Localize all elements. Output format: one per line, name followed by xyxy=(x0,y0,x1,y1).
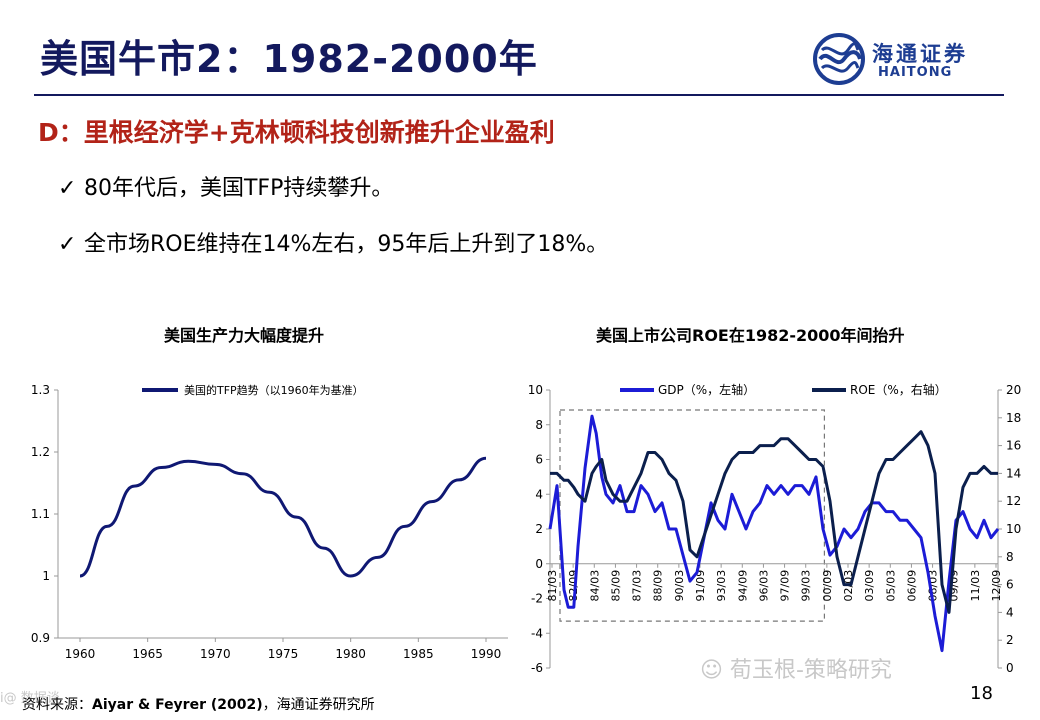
x-tick-label: 06/09 xyxy=(905,570,918,602)
chart-legend: GDP（%，左轴） ROE（%，右轴） xyxy=(620,382,947,397)
y-left-tick-label: 2 xyxy=(535,522,543,536)
y-left-tick-label: -2 xyxy=(531,592,543,606)
x-tick-label: 11/03 xyxy=(969,570,982,602)
x-tick-label: 85/09 xyxy=(609,570,622,602)
y-tick-label: 1.3 xyxy=(31,383,50,397)
x-tick-label: 1985 xyxy=(403,647,434,661)
y-tick-label: 1 xyxy=(42,569,50,583)
series-line-roe xyxy=(550,430,998,614)
legend-label-tfp: 美国的TFP趋势（以1960年为基准） xyxy=(184,383,364,397)
bullet-item: ✓ 全市场ROE维持在14%左右，95年后上升到了18%。 xyxy=(58,226,608,258)
source-citation: Aiyar & Feyrer (2002) xyxy=(92,697,263,713)
x-tick-label: 1960 xyxy=(65,647,96,661)
x-tick-label: 88/09 xyxy=(652,570,665,602)
x-tick-label: 12/09 xyxy=(990,570,1003,602)
logo-text-cn: 海通证券 xyxy=(872,42,968,66)
x-tick-label: 99/03 xyxy=(800,570,813,602)
tfp-chart: 0.9 1 1.1 1.2 1.3 1960 1965 1970 1975 1980 1985 199… xyxy=(31,383,508,661)
x-tick-label: 81/03 xyxy=(546,570,559,602)
page-number: 18 xyxy=(970,683,993,704)
y-right-tick-label: 18 xyxy=(1006,411,1021,425)
x-tick-label: 1965 xyxy=(132,647,163,661)
chart-title-tfp: 美国生产力大幅度提升 xyxy=(164,326,325,345)
y-right-tick-label: 12 xyxy=(1006,494,1021,508)
y-tick-label: 0.9 xyxy=(31,631,50,645)
watermark-left: i@ 数据谈 xyxy=(0,691,60,706)
legend-label-roe: ROE（%，右轴） xyxy=(850,382,947,397)
source-rest: ，海通证券研究所 xyxy=(262,697,375,713)
logo-text-en: HAITONG xyxy=(878,65,953,80)
y-left-tick-label: 6 xyxy=(535,453,543,467)
x-tick-label: 1975 xyxy=(268,647,299,661)
watermark-text: 荀玉根-策略研究 xyxy=(729,658,892,683)
legend-label-gdp: GDP（%，左轴） xyxy=(658,382,755,397)
y-left-tick-label: -4 xyxy=(531,626,543,640)
x-tick-label: 1980 xyxy=(335,647,366,661)
x-tick-label: 1990 xyxy=(471,647,502,661)
x-tick-label: 00/09 xyxy=(821,570,834,602)
x-tick-label: 90/03 xyxy=(673,570,686,602)
y-left-tick-label: 4 xyxy=(535,487,543,501)
y-right-tick-label: 16 xyxy=(1006,439,1021,453)
chart-title-roe: 美国上市公司ROE在1982-2000年间抬升 xyxy=(596,326,905,345)
y-right-tick-label: 2 xyxy=(1006,633,1014,647)
series-line-tfp xyxy=(79,456,487,578)
y-left-tick-label: -6 xyxy=(531,661,543,675)
company-logo: 海通证券 HAITONG xyxy=(812,32,1012,88)
x-tick-label: 05/03 xyxy=(884,570,897,602)
wechat-icon: ☺ xyxy=(700,658,730,683)
y-right-tick-label: 4 xyxy=(1006,605,1014,619)
y-right-tick-label: 14 xyxy=(1006,466,1021,480)
y-right-tick-label: 6 xyxy=(1006,578,1014,592)
source-note: 资料来源：Aiyar & Feyrer (2002)，海通证券研究所 xyxy=(22,694,375,714)
checkmark-icon: ✓ xyxy=(58,176,77,201)
y-right-tick-label: 8 xyxy=(1006,550,1014,564)
title-divider xyxy=(34,94,1004,96)
source-label: 资料来源： xyxy=(22,697,92,713)
x-tick-label: 93/03 xyxy=(715,570,728,602)
bullet-text: 80年代后，美国TFP持续攀升。 xyxy=(84,176,394,201)
x-tick-label: 03/09 xyxy=(863,570,876,602)
x-tick-label: 87/03 xyxy=(631,570,644,602)
bullet-text: 全市场ROE维持在14%左右，95年后上升到了18%。 xyxy=(84,232,609,257)
x-tick-label: 97/09 xyxy=(779,570,792,602)
y-left-tick-label: 8 xyxy=(535,418,543,432)
watermark-wechat: ☺ 荀玉根-策略研究 xyxy=(700,652,892,684)
y-left-tick-label: 0 xyxy=(535,557,543,571)
y-right-tick-label: 20 xyxy=(1006,383,1021,397)
section-heading: D：里根经济学+克林顿科技创新推升企业盈利 xyxy=(38,118,555,147)
x-tick-label: 94/09 xyxy=(736,570,749,602)
y-right-tick-label: 10 xyxy=(1006,522,1021,536)
y-right-tick-label: 0 xyxy=(1006,661,1014,675)
y-tick-label: 1.2 xyxy=(31,445,50,459)
page-title: 美国牛市2：1982-2000年 xyxy=(40,37,538,81)
checkmark-icon: ✓ xyxy=(58,232,77,257)
chart-legend: 美国的TFP趋势（以1960年为基准） xyxy=(142,383,364,397)
x-tick-label: 1970 xyxy=(200,647,231,661)
highlight-box-1982-2000 xyxy=(559,409,825,622)
x-tick-label: 96/03 xyxy=(757,570,770,602)
series-line-gdp xyxy=(548,414,1000,653)
x-tick-label: 91/09 xyxy=(694,570,707,602)
y-left-tick-label: 10 xyxy=(528,383,543,397)
haitong-emblem-icon xyxy=(813,33,865,85)
bullet-item: ✓ 80年代后，美国TFP持续攀升。 xyxy=(58,170,393,202)
y-tick-label: 1.1 xyxy=(31,507,50,521)
x-tick-label: 84/03 xyxy=(588,570,601,602)
